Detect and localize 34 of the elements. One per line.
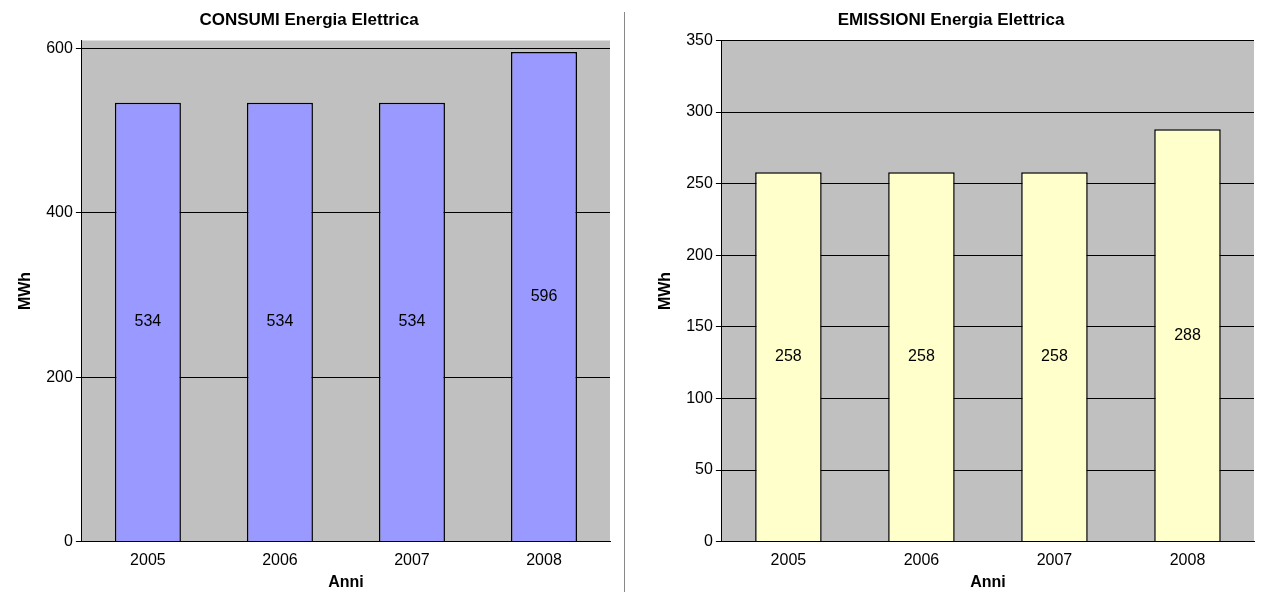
data-label: 258 (1041, 347, 1068, 365)
data-label: 534 (266, 312, 294, 330)
x-tick-label: 2007 (1036, 550, 1073, 568)
x-tick-label: 2006 (903, 550, 940, 568)
x-tick-label: 2007 (394, 550, 430, 568)
y-tick-label: 150 (686, 317, 713, 335)
x-tick-label: 2005 (130, 550, 166, 568)
y-axis-title: MWh (656, 271, 674, 311)
y-axis-title: MWh (16, 271, 34, 311)
data-label: 534 (398, 312, 426, 330)
y-tick-label: 50 (695, 460, 713, 478)
data-label: 596 (530, 286, 558, 304)
y-tick-label: 200 (46, 367, 73, 385)
data-label: 258 (775, 347, 802, 365)
x-axis-title: Anni (328, 572, 364, 590)
y-tick-label: 250 (686, 174, 713, 192)
y-tick-label: 200 (686, 245, 713, 263)
data-label: 288 (1174, 325, 1201, 343)
y-tick-label: 400 (46, 203, 73, 221)
x-axis-title: Anni (970, 572, 1006, 590)
chart-title: EMISSIONI Energia Elettrica (837, 9, 1065, 29)
y-tick-label: 0 (703, 532, 713, 550)
chart-title: CONSUMI Energia Elettrica (199, 9, 420, 29)
data-label: 258 (908, 347, 935, 365)
y-tick-label: 350 (686, 30, 713, 48)
y-tick-label: 600 (46, 39, 73, 57)
data-label: 534 (134, 312, 162, 330)
x-tick-label: 2008 (526, 550, 562, 568)
x-tick-label: 2008 (1169, 550, 1206, 568)
y-tick-label: 0 (63, 532, 73, 550)
x-tick-label: 2005 (770, 550, 807, 568)
y-tick-label: 100 (686, 388, 713, 406)
x-tick-label: 2006 (262, 550, 298, 568)
y-tick-label: 300 (686, 102, 713, 120)
